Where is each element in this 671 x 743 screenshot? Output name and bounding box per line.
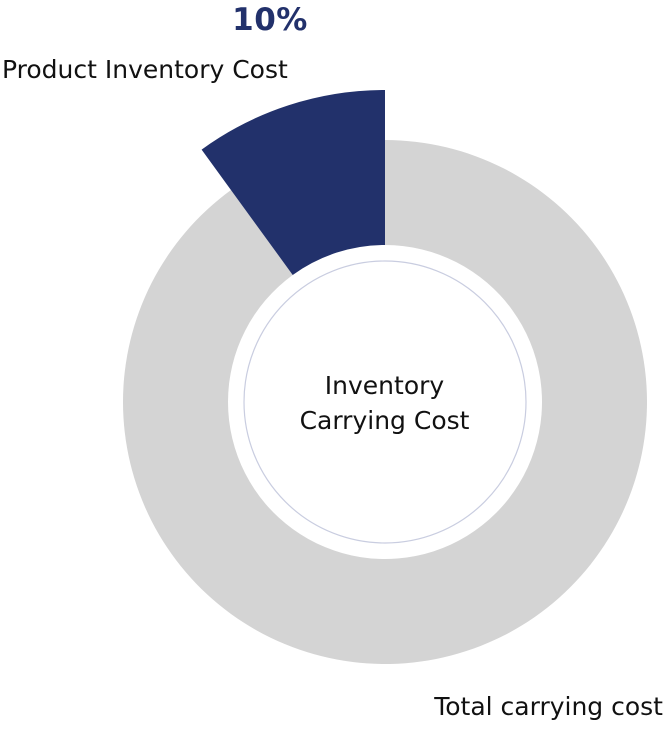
slice-label-total-carrying-cost: Total carrying cost: [434, 692, 663, 721]
center-label-line-1: Inventory: [324, 371, 445, 400]
donut-slice-product-inventory-cost: [201, 90, 385, 275]
center-label: Inventory Carrying Cost: [262, 368, 507, 438]
inner-ring: [243, 260, 527, 544]
donut-slice-total-carrying-cost: [122, 140, 647, 664]
center-label-line-2: Carrying Cost: [299, 406, 470, 435]
slice-value-label-product-inventory-cost: 10%: [232, 2, 308, 38]
slice-label-product-inventory-cost: Product Inventory Cost: [2, 55, 288, 84]
